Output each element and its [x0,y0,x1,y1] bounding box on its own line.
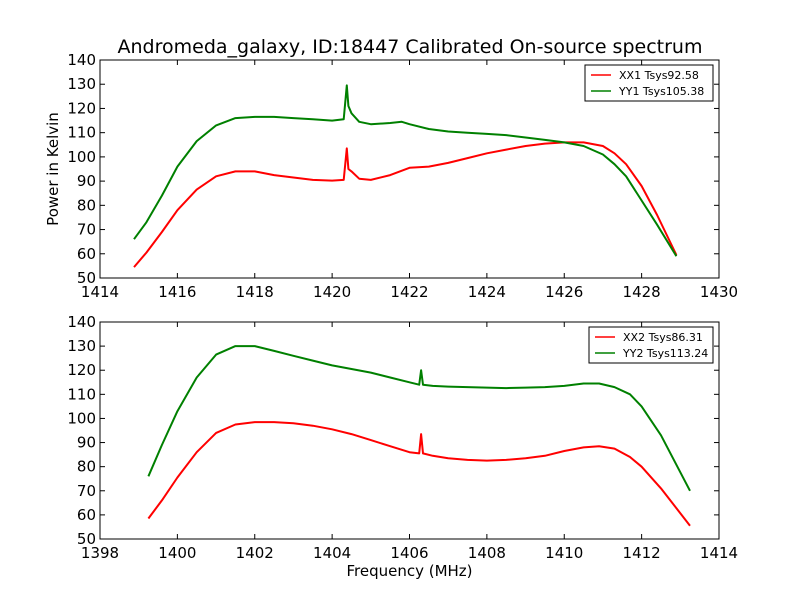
y-tick-label: 50 [77,269,96,287]
y-tick-label: 70 [77,482,96,500]
legend-entry-label: YY1 Tsys105.38 [618,85,704,98]
x-axis-label: Frequency (MHz) [346,562,472,580]
x-tick-label: 1420 [313,283,351,301]
x-tick-label: 1402 [236,544,274,562]
x-tick-label: 1400 [158,544,196,562]
x-tick-label: 1410 [545,544,583,562]
figure-title: Andromeda_galaxy, ID:18447 Calibrated On… [118,36,703,58]
x-tick-label: 1414 [700,544,738,562]
y-axis-label: Power in Kelvin [44,112,62,226]
y-tick-label: 140 [67,51,96,69]
x-tick-label: 1408 [468,544,506,562]
chart-panel-2: 1398 1400 1402 1404 1406 1408 1410 1412 1414 50 60… [67,313,738,580]
legend: XX2 Tsys86.31 YY2 Tsys113.24 [588,326,714,364]
x-tick-label: 1398 [81,544,119,562]
x-tick-label: 1428 [623,283,661,301]
y-tick-label: 80 [77,196,96,214]
y-tick-label: 130 [67,337,96,355]
y-tick-label: 70 [77,221,96,239]
x-tick-label: 1424 [468,283,506,301]
y-tick-label: 120 [67,361,96,379]
legend-box [584,64,714,102]
y-tick-label: 80 [77,458,96,476]
y-tick-label: 110 [67,124,96,142]
y-tick-label: 60 [77,506,96,524]
y-tick-label: 50 [77,530,96,548]
legend-entry-label: XX1 Tsys92.58 [619,69,699,82]
y-tick-label: 90 [77,172,96,190]
y-tick-label: 140 [67,313,96,331]
y-tick-label: 90 [77,434,96,452]
y-tick-label: 100 [67,148,96,166]
y-tick-label: 130 [67,75,96,93]
series-line-xx1 [133,141,678,268]
series-line-yy2 [147,345,691,492]
series-line-yy1 [133,84,678,257]
x-tick-label: 1422 [390,283,428,301]
y-tick-label: 60 [77,245,96,263]
x-tick-label: 1412 [623,544,661,562]
legend-entry-label: YY2 Tsys113.24 [622,347,708,360]
x-tick-label: 1416 [158,283,196,301]
x-tick-label: 1406 [390,544,428,562]
y-tick-label: 120 [67,99,96,117]
legend-entry-label: XX2 Tsys86.31 [623,331,703,344]
x-tick-label: 1430 [700,283,738,301]
x-tick-label: 1426 [545,283,583,301]
x-tick-label: 1404 [313,544,351,562]
chart-panel-1: 1414 1416 1418 1420 1422 1424 1426 1428 1430 50 60… [44,51,738,301]
series-line-xx2 [147,421,691,527]
legend: XX1 Tsys92.58 YY1 Tsys105.38 [584,64,714,102]
y-tick-label: 110 [67,385,96,403]
chart-panels: 1414 1416 1418 1420 1422 1424 1426 1428 1430 50 60… [44,51,738,580]
x-tick-label: 1418 [236,283,274,301]
legend-box [588,326,714,364]
y-tick-label: 100 [67,409,96,427]
x-tick-label: 1414 [81,283,119,301]
